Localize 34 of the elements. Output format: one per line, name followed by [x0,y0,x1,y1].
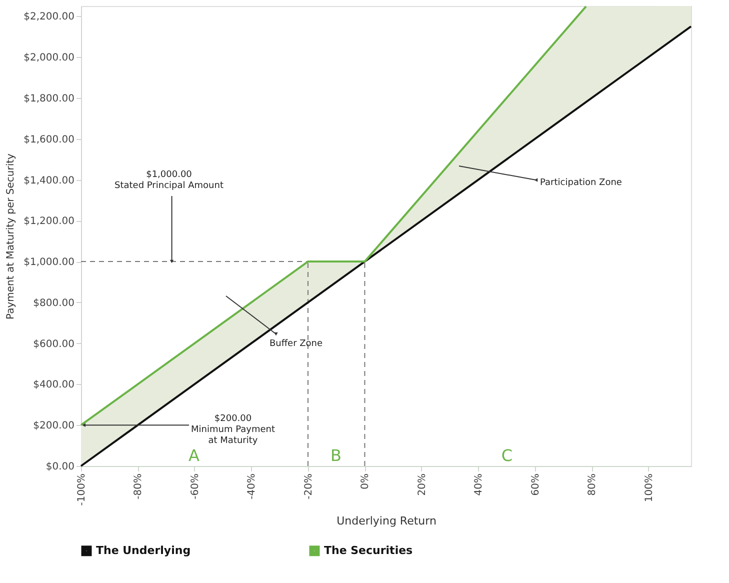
x-axis-title: Underlying Return [336,514,436,528]
x-tick-label: -100% [76,474,88,506]
x-tick-label: 20% [416,474,428,496]
y-tick-label: $0.00 [46,462,74,472]
x-tick-label: 60% [530,474,542,496]
y-tick-label: $1,800.00 [24,94,74,104]
x-tick-label: 40% [474,474,485,496]
y-axis-title: Payment at Maturity per Security [6,153,17,320]
x-tick-label: 100% [644,474,655,502]
x-tick-label: -80% [133,474,144,500]
y-tick-label: $2,200.00 [24,12,74,23]
legend-label: The Securities [324,544,414,557]
annotation: Buffer Zone [269,339,324,349]
annotation: A [188,446,200,465]
x-tick-label: 0% [360,474,372,490]
y-tick-label: $1,600.00 [24,134,74,146]
y-tick-label: $200.00 [33,420,74,432]
annotation: $1,000.00 Stated Principal Amount [114,170,224,191]
y-tick-label: $1,400.00 [24,175,74,186]
x-tick-label: -60% [190,474,201,500]
y-tick-label: $400.00 [33,380,74,391]
annotation: $200.00 Minimum Payment at Maturity [191,414,276,446]
y-tick-label: $1,200.00 [24,216,74,228]
y-tick-label: $600.00 [33,338,74,350]
x-tick-label: -20% [303,474,314,500]
annotation: Participation Zone [540,178,622,188]
y-tick-label: $2,000.00 [24,52,74,64]
legend-label: The Underlying [96,544,191,557]
x-tick-label: -40% [246,474,258,500]
y-tick-label: $1,000.00 [24,257,74,268]
x-tick-label: 80% [587,474,598,496]
annotation: B [330,446,342,465]
y-tick-label: $800.00 [33,298,74,309]
annotation: C [501,446,513,465]
